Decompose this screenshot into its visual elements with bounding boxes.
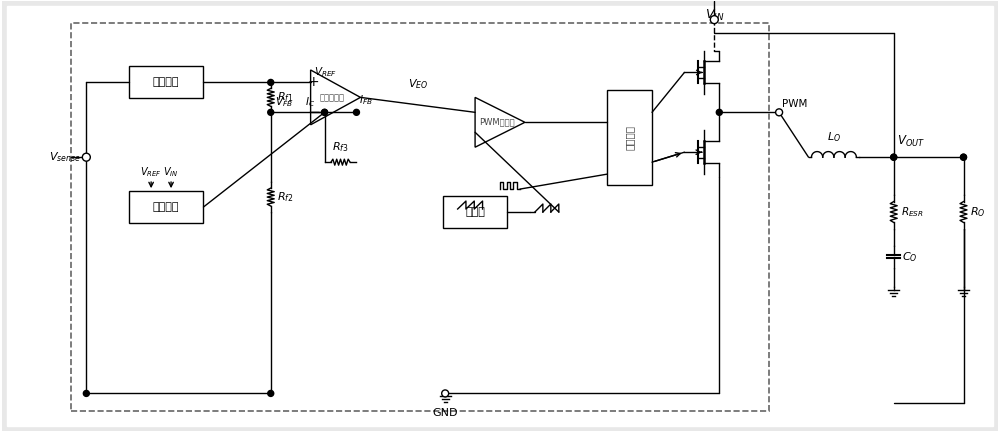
Circle shape — [716, 109, 722, 115]
Text: $V_{FB}$: $V_{FB}$ — [275, 95, 293, 109]
Text: PWM: PWM — [782, 99, 807, 109]
Text: −: − — [307, 105, 320, 120]
Text: 逻辑控制: 逻辑控制 — [625, 125, 635, 150]
Text: $R_{f3}$: $R_{f3}$ — [332, 140, 349, 154]
Circle shape — [322, 109, 328, 115]
Text: $R_{f2}$: $R_{f2}$ — [277, 190, 293, 204]
Text: 振荡器: 振荡器 — [465, 207, 485, 217]
Circle shape — [442, 390, 449, 397]
Text: 前馈补偿: 前馈补偿 — [153, 202, 179, 212]
Text: $V_{EO}$: $V_{EO}$ — [408, 78, 428, 92]
Text: $V_{IN}$: $V_{IN}$ — [705, 8, 724, 23]
Circle shape — [268, 391, 274, 397]
Text: 误差放大器: 误差放大器 — [320, 93, 345, 102]
Text: $R_{ESR}$: $R_{ESR}$ — [901, 205, 923, 219]
Circle shape — [83, 391, 89, 397]
Circle shape — [268, 109, 274, 115]
Circle shape — [322, 109, 328, 115]
Text: $V_{REF}$: $V_{REF}$ — [314, 66, 337, 79]
Bar — [129, 191, 203, 223]
Bar — [443, 196, 507, 228]
Text: $R_O$: $R_O$ — [970, 205, 986, 219]
Text: +: + — [308, 76, 319, 89]
Text: $V_{sense}$: $V_{sense}$ — [49, 150, 81, 164]
Text: PWM比较器: PWM比较器 — [479, 118, 515, 127]
Circle shape — [891, 154, 897, 160]
Text: $I_{FB}$: $I_{FB}$ — [359, 94, 373, 107]
Text: $V_{OUT}$: $V_{OUT}$ — [897, 134, 925, 149]
Circle shape — [961, 154, 966, 160]
Bar — [129, 67, 203, 98]
Circle shape — [776, 109, 783, 116]
Text: $I_C$: $I_C$ — [305, 95, 315, 109]
Text: $C_O$: $C_O$ — [902, 250, 917, 264]
Text: GND: GND — [432, 408, 458, 418]
Circle shape — [710, 16, 718, 24]
Text: $L_O$: $L_O$ — [827, 130, 841, 144]
Text: $R_{f1}$: $R_{f1}$ — [277, 90, 293, 104]
Bar — [607, 90, 652, 184]
Circle shape — [891, 154, 897, 160]
Circle shape — [82, 153, 90, 161]
Text: $V_{IN}$: $V_{IN}$ — [163, 165, 179, 179]
Circle shape — [961, 154, 966, 160]
Circle shape — [353, 109, 359, 115]
Text: 参考电压: 参考电压 — [153, 77, 179, 87]
Text: $V_{REF}$: $V_{REF}$ — [140, 165, 162, 179]
Circle shape — [268, 79, 274, 86]
Bar — [71, 22, 769, 411]
